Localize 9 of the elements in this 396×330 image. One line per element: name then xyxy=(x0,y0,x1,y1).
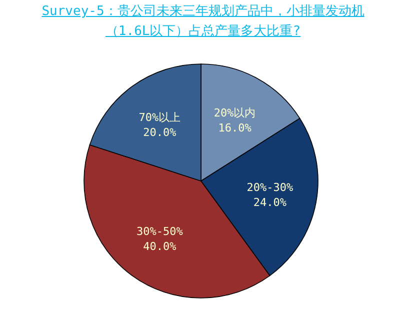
data-label: 20.0% xyxy=(143,126,177,140)
data-label: 16.0% xyxy=(218,121,252,134)
chart-title: Survey-5：贵公司未来三年规划产品中，小排量发动机（1.6L以下）占总产量多大比重? xyxy=(40,3,366,41)
slice-label: 30%-50% xyxy=(136,224,184,238)
data-label: 40.0% xyxy=(143,240,177,253)
data-label: 24.0% xyxy=(253,196,287,210)
slice-label: 20%以内 xyxy=(214,106,256,120)
slice-label: 20%-30% xyxy=(246,181,294,194)
slice-label: 70%以上 xyxy=(138,111,181,124)
